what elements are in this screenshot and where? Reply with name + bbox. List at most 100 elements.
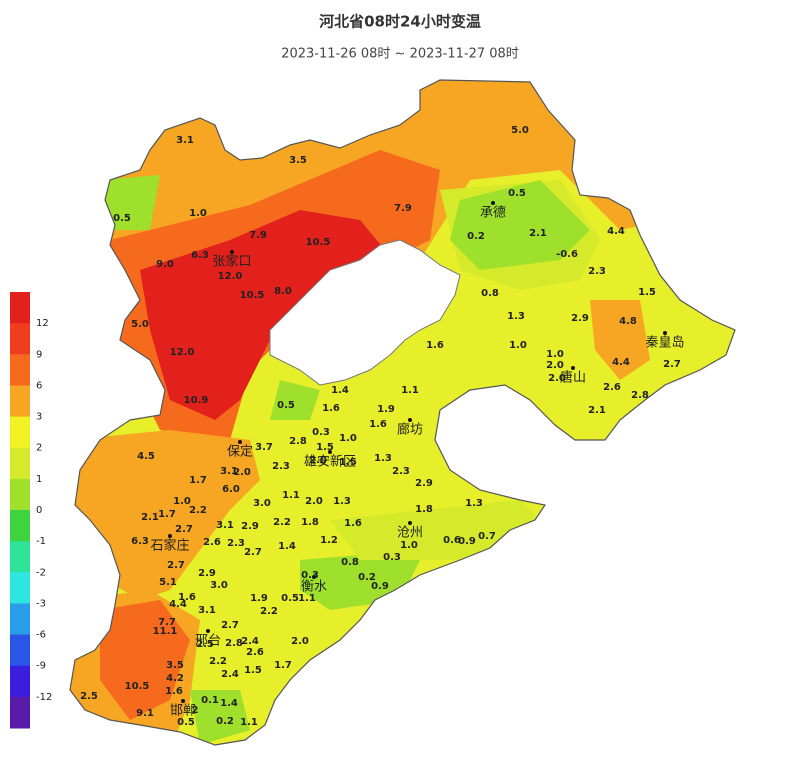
- city-dot: [408, 418, 412, 422]
- station-value: 10.5: [125, 681, 150, 692]
- station-value: 1.0: [546, 349, 564, 360]
- legend-label: 3: [36, 412, 42, 423]
- title: 河北省08时24小时变温: [319, 13, 481, 31]
- station-value: 0.6: [443, 535, 461, 546]
- city-dot: [238, 440, 242, 444]
- station-value: 4.2: [166, 673, 184, 684]
- station-value: 10.5: [240, 290, 265, 301]
- station-value: 1.1: [240, 717, 258, 728]
- city-name: 唐山: [560, 370, 586, 386]
- station-value: 0.2: [467, 231, 485, 242]
- city-dot: [491, 201, 495, 205]
- station-value: 0.3: [301, 570, 319, 581]
- station-value: 1.5: [638, 287, 656, 298]
- station-value: 0.9: [371, 581, 389, 592]
- station-value: 2.6: [203, 537, 221, 548]
- station-value: 1.6: [322, 403, 340, 414]
- station-value: 1.6: [344, 518, 362, 529]
- legend: 12 9 6 3 2 1 0 -1 -2 -3 -6 -9 -12: [10, 292, 52, 729]
- station-value: 0.9: [458, 536, 476, 547]
- station-value: 2.3: [392, 466, 410, 477]
- station-value: 4.4: [607, 226, 625, 237]
- station-value: 2.5: [80, 691, 98, 702]
- station-value: 7.9: [249, 230, 267, 241]
- station-value: 4.4: [169, 599, 187, 610]
- station-value: 9.1: [136, 708, 154, 719]
- station-value: 1.3: [507, 311, 525, 322]
- legend-label: 6: [36, 380, 42, 391]
- station-value: 1.3: [374, 453, 392, 464]
- station-value: 2.1: [588, 405, 606, 416]
- station-value: 1.0: [509, 340, 527, 351]
- station-value: 2.2: [209, 656, 227, 667]
- subtitle: 2023-11-26 08时 ~ 2023-11-27 08时: [281, 47, 519, 62]
- station-value: 1.4: [220, 698, 238, 709]
- station-value: 1.0: [339, 433, 357, 444]
- station-value: 2.9: [241, 521, 259, 532]
- legend-label: 2: [36, 443, 42, 454]
- legend-swatch: [10, 323, 30, 355]
- city-name: 张家口: [212, 254, 251, 270]
- legend-label: -2: [36, 567, 46, 578]
- station-value: 0.5: [113, 213, 131, 224]
- legend-swatch: [10, 354, 30, 386]
- station-value: 0.5: [508, 188, 526, 199]
- station-value: 1.0: [400, 540, 418, 551]
- station-value: 12.0: [170, 347, 195, 358]
- station-value: 2.7: [167, 560, 185, 571]
- station-value: 1.8: [415, 504, 433, 515]
- city-name: 沧州: [397, 525, 423, 541]
- station-value: 2.0: [233, 467, 251, 478]
- station-value: 2.3: [227, 538, 245, 549]
- city-name: 承德: [480, 206, 506, 221]
- station-value: 0.2: [358, 572, 376, 583]
- legend-swatch: [10, 541, 30, 573]
- legend-label: 1: [36, 474, 42, 485]
- station-value: 1.6: [165, 686, 183, 697]
- station-value: 2.4: [241, 636, 259, 647]
- station-value: 3.1: [198, 605, 216, 616]
- legend-swatch: [10, 510, 30, 542]
- city-dot: [168, 534, 172, 538]
- station-value: 3.5: [289, 155, 307, 166]
- station-value: 1.1: [282, 490, 300, 501]
- city-name: 秦皇岛: [645, 335, 684, 351]
- station-value: 2.8: [631, 390, 649, 401]
- station-value: 0.3: [312, 427, 330, 438]
- city-name: 廊坊: [397, 422, 423, 438]
- station-value: 1.2: [320, 535, 338, 546]
- station-value: 7.9: [394, 203, 412, 214]
- station-value: 0.5: [177, 717, 195, 728]
- station-value: 2.3: [272, 461, 290, 472]
- station-value: 2.7: [221, 620, 239, 631]
- station-value: 0.3: [383, 552, 401, 563]
- station-value: 2.1: [141, 512, 159, 523]
- station-value: 1.3: [333, 496, 351, 507]
- stations: 3.1 3.5 5.0 0.5 1.0 7.9 7.9 0.5 0.2 2.1 -0.6 4.4 10.…: [80, 125, 681, 728]
- station-value: 10.5: [306, 237, 331, 248]
- station-value: 1.9: [377, 404, 395, 415]
- temperature-field: [70, 80, 735, 745]
- station-value: 3.0: [210, 580, 228, 591]
- legend-label: -3: [36, 598, 46, 609]
- legend-label: -1: [36, 536, 46, 547]
- station-value: 2.2: [260, 606, 278, 617]
- station-value: 7.7: [158, 617, 176, 628]
- station-value: 3.0: [253, 498, 271, 509]
- city-dot: [312, 575, 316, 579]
- station-value: 1.7: [274, 660, 292, 671]
- legend-label: 9: [36, 349, 42, 360]
- station-value: 1.0: [173, 496, 191, 507]
- legend-swatch: [10, 447, 30, 480]
- station-value: 1.4: [278, 541, 296, 552]
- station-value: 2.0: [546, 360, 564, 371]
- station-value: 1.8: [301, 517, 319, 528]
- station-value: 2.7: [663, 359, 681, 370]
- station-value: 0.1: [201, 695, 219, 706]
- station-value: 0.2: [216, 716, 234, 727]
- city-dot: [328, 450, 332, 454]
- station-value: 1.7: [158, 509, 176, 520]
- legend-label: 0: [36, 505, 42, 516]
